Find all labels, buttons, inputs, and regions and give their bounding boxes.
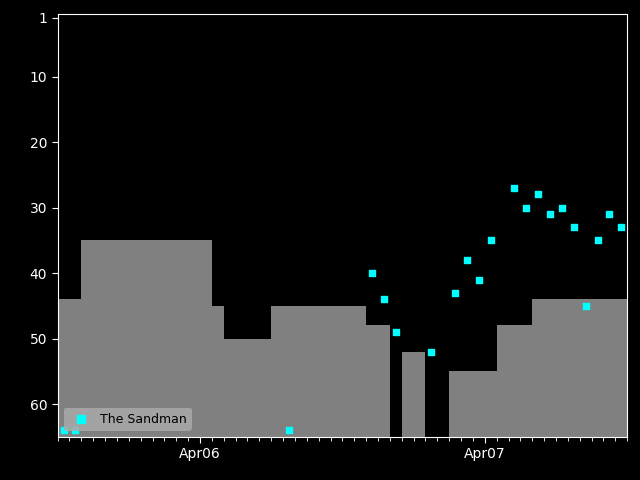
The Sandman <box>486 237 496 244</box>
The Sandman <box>450 289 460 297</box>
The Sandman <box>58 426 68 434</box>
The Sandman <box>284 426 294 434</box>
The Sandman <box>580 302 591 310</box>
The Sandman <box>569 223 579 231</box>
The Sandman <box>545 210 555 218</box>
The Sandman <box>593 237 603 244</box>
The Sandman <box>426 348 436 356</box>
The Sandman <box>616 223 627 231</box>
The Sandman <box>521 204 531 211</box>
The Sandman <box>367 269 377 277</box>
The Sandman <box>474 276 484 284</box>
The Sandman <box>70 426 81 434</box>
Legend: The Sandman: The Sandman <box>64 408 192 431</box>
The Sandman <box>557 204 567 211</box>
The Sandman <box>390 328 401 336</box>
The Sandman <box>604 210 614 218</box>
The Sandman <box>509 184 520 192</box>
The Sandman <box>379 295 389 303</box>
The Sandman <box>533 191 543 198</box>
The Sandman <box>462 256 472 264</box>
